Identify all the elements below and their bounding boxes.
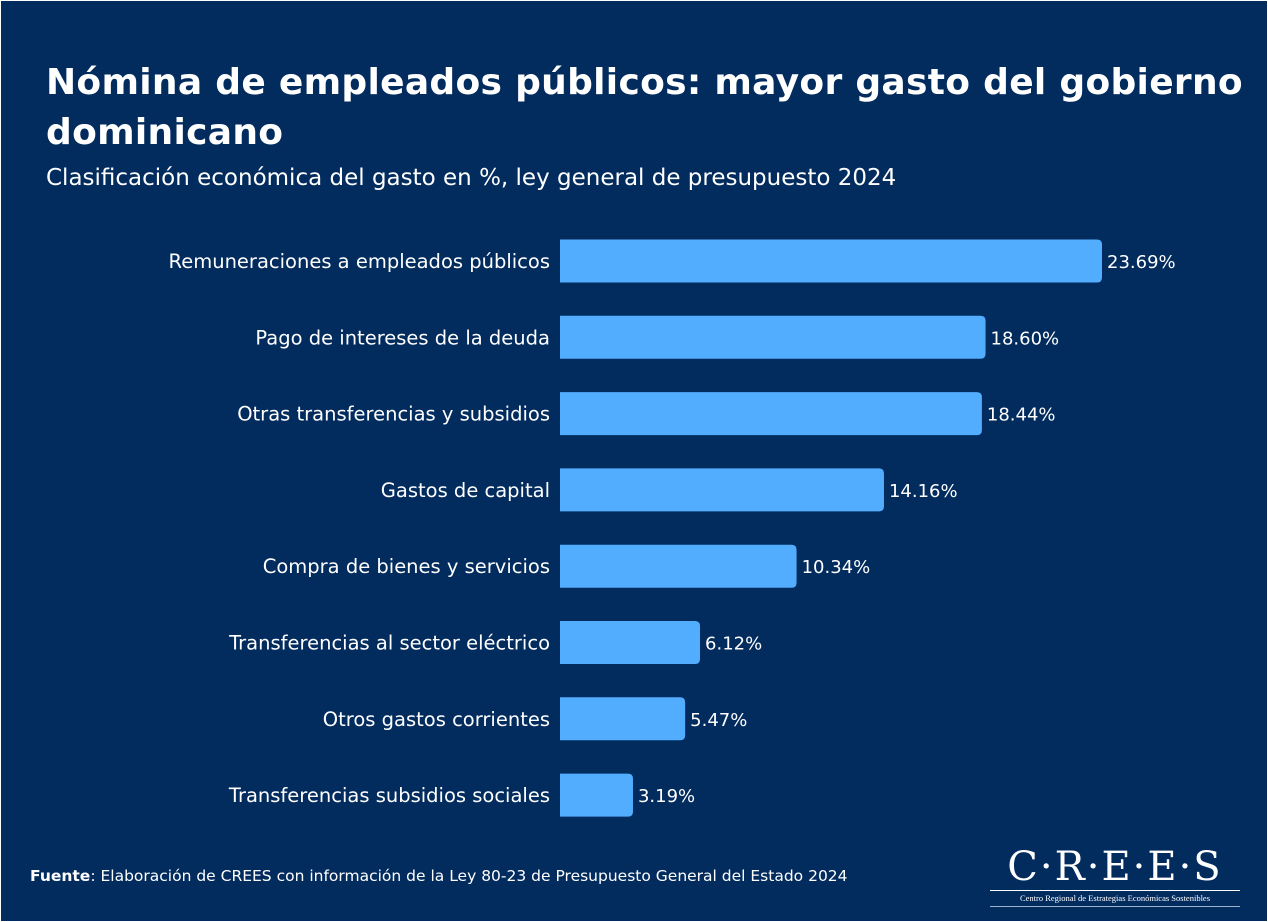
category-label: Remuneraciones a empleados públicos — [169, 250, 550, 273]
bar — [560, 239, 1102, 283]
chart-title: Nómina de empleados públicos: mayor gast… — [46, 62, 1243, 153]
value-label: 18.44% — [987, 405, 1056, 426]
value-label: 14.16% — [889, 481, 958, 502]
source-note: Fuente: Elaboración de CREES con informa… — [30, 866, 960, 886]
category-label: Compra de bienes y servicios — [263, 555, 550, 578]
source-label: Fuente — [30, 867, 91, 885]
bar — [560, 315, 986, 359]
source-text: : Elaboración de CREES con información d… — [90, 867, 848, 885]
crees-logo: C·R·E·E·S Centro Regional de Estrategias… — [990, 846, 1240, 907]
value-label: 18.60% — [991, 328, 1060, 349]
value-label: 3.19% — [638, 786, 695, 807]
value-label: 5.47% — [690, 710, 747, 731]
category-label: Pago de intereses de la deuda — [255, 326, 550, 349]
bar — [560, 544, 797, 588]
category-label: Gastos de capital — [381, 479, 550, 502]
bar — [560, 468, 884, 512]
category-label: Otros gastos corrientes — [323, 708, 550, 731]
category-label: Otras transferencias y subsidios — [237, 403, 550, 426]
value-label: 23.69% — [1107, 252, 1176, 273]
value-label: 10.34% — [802, 557, 871, 578]
value-label: 6.12% — [705, 634, 762, 655]
logo-mark: C·R·E·E·S — [1007, 844, 1223, 890]
category-label: Transferencias subsidios sociales — [228, 784, 550, 807]
bar — [560, 621, 701, 664]
bar-chart: Remuneraciones a empleados públicos 23.69… — [169, 239, 1176, 817]
bar — [560, 697, 686, 741]
bar — [560, 773, 633, 817]
logo-subtitle: Centro Regional de Estrategias Económica… — [990, 890, 1240, 907]
category-label: Transferencias al sector eléctrico — [228, 632, 550, 655]
bar — [560, 392, 982, 436]
chart-subtitle: Clasificación económica del gasto en %, … — [46, 165, 897, 191]
